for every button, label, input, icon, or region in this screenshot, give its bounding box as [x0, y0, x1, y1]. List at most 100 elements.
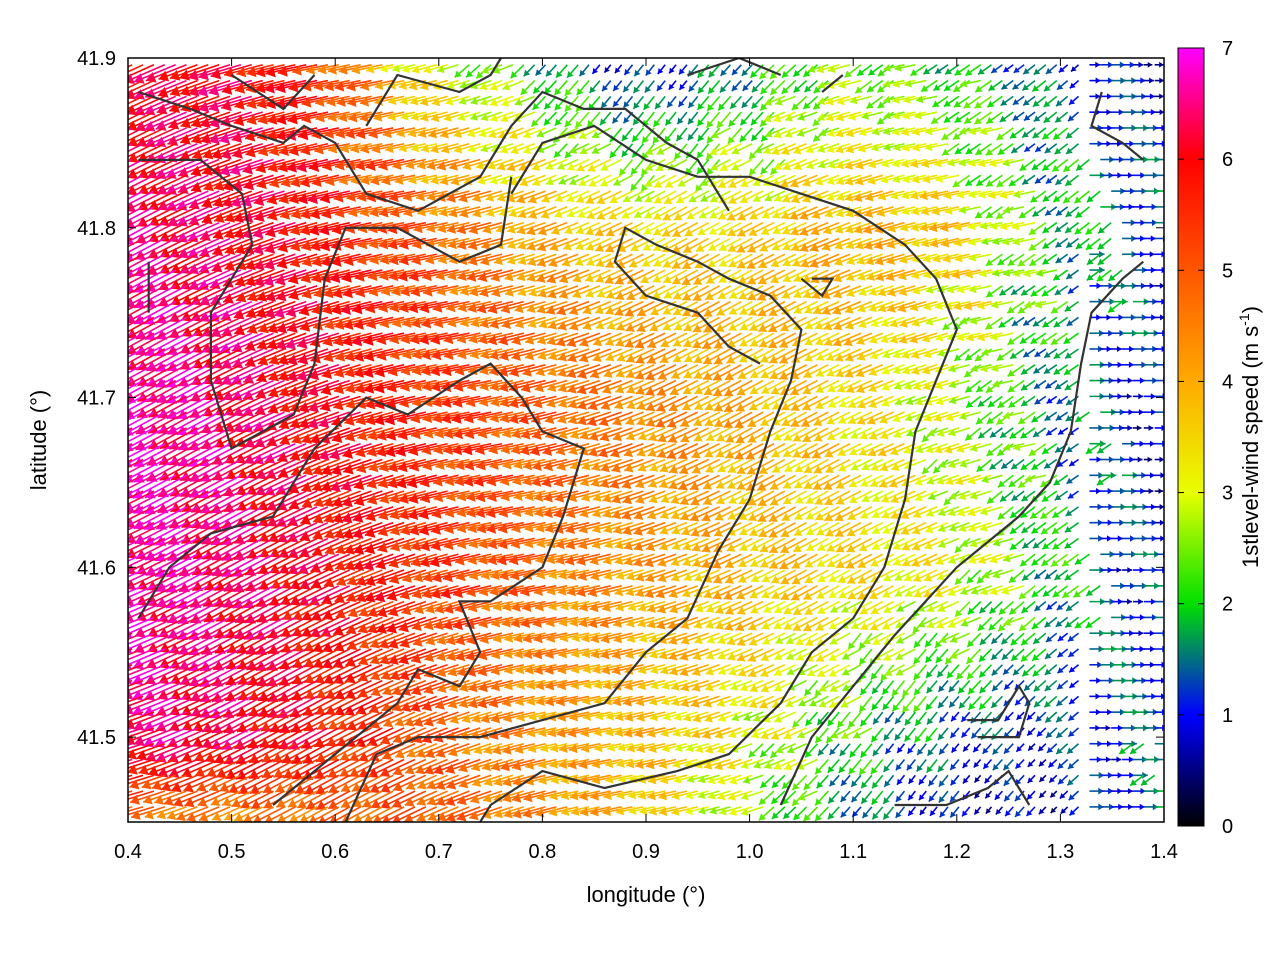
- wind-arrow: [1032, 664, 1047, 677]
- wind-arrow: [781, 64, 797, 79]
- wind-arrow: [849, 743, 862, 758]
- wind-arrow: [1143, 109, 1156, 116]
- wind-arrow: [731, 158, 753, 171]
- wind-arrow: [1111, 803, 1124, 811]
- wind-arrow: [1143, 488, 1154, 495]
- wind-arrow: [847, 711, 862, 729]
- wind-arrow: [1154, 616, 1164, 619]
- wind-arrow: [1021, 569, 1036, 582]
- wind-arrow: [771, 443, 797, 458]
- wind-arrow: [817, 95, 840, 105]
- wind-arrow: [1056, 395, 1069, 405]
- wind-arrow: [1154, 61, 1164, 68]
- wind-arrow: [840, 790, 851, 803]
- wind-arrow: [265, 95, 307, 110]
- wind-arrow: [895, 664, 916, 676]
- wind-arrow: [841, 664, 862, 676]
- wind-arrow: [792, 600, 818, 616]
- wind-arrow: [961, 727, 971, 738]
- wind-arrow: [817, 743, 829, 757]
- wind-arrow: [937, 695, 949, 709]
- wind-arrow: [881, 680, 895, 696]
- wind-arrow: [720, 64, 732, 77]
- wind-arrow: [1068, 679, 1080, 689]
- wind-arrow: [677, 95, 688, 108]
- wind-arrow: [190, 111, 231, 128]
- wind-arrow: [929, 806, 938, 817]
- wind-arrow: [128, 174, 133, 179]
- wind-arrow: [1065, 127, 1080, 140]
- wind-arrow: [794, 506, 818, 521]
- wind-arrows: [128, 61, 1164, 822]
- wind-arrow: [933, 79, 949, 92]
- wind-arrow: [883, 95, 905, 104]
- wind-arrow: [1014, 806, 1025, 818]
- wind-arrow: [979, 632, 993, 646]
- wind-arrow: [664, 111, 677, 126]
- wind-arrow: [388, 95, 416, 106]
- wind-arrow: [1154, 158, 1164, 161]
- wind-arrow: [1011, 316, 1025, 327]
- wind-arrow: [423, 64, 448, 74]
- wind-arrow: [925, 316, 949, 326]
- wind-arrow: [1015, 743, 1025, 753]
- wind-arrow: [657, 64, 666, 75]
- wind-arrow: [1122, 377, 1133, 384]
- wind-arrow: [696, 95, 710, 111]
- wind-arrow: [158, 64, 198, 82]
- wind-arrow: [827, 790, 840, 804]
- x-tick-label: 1.3: [1046, 841, 1074, 863]
- wind-arrow: [208, 95, 253, 113]
- wind-arrow: [916, 95, 938, 104]
- wind-arrow: [847, 632, 862, 650]
- wind-arrow: [990, 64, 1003, 74]
- wind-arrow: [1012, 664, 1025, 676]
- wind-arrow: [791, 711, 808, 729]
- wind-arrow: [854, 79, 873, 94]
- wind-arrow: [1032, 206, 1047, 218]
- wind-arrow: [977, 64, 992, 76]
- wind-arrow: [687, 127, 699, 141]
- wind-arrow: [845, 127, 873, 138]
- wind-arrow: [1027, 774, 1036, 784]
- wind-arrow: [1143, 408, 1157, 416]
- x-tick-label: 0.7: [425, 841, 453, 863]
- wind-arrow: [1132, 203, 1145, 210]
- wind-arrow: [1111, 345, 1122, 353]
- wind-arrow: [797, 111, 818, 121]
- wind-arrow: [982, 743, 993, 755]
- wind-arrow: [1122, 409, 1134, 416]
- wind-arrow: [1055, 727, 1069, 739]
- wind-arrow: [927, 490, 949, 501]
- wind-arrow: [1100, 93, 1113, 100]
- wind-arrow: [644, 174, 666, 188]
- wind-arrow: [1033, 569, 1047, 580]
- wind-arrow: [973, 111, 992, 125]
- wind-arrow: [1154, 519, 1164, 526]
- wind-arrow: [128, 506, 133, 510]
- wind-arrow: [797, 790, 818, 801]
- wind-arrow: [1012, 79, 1025, 90]
- wind-arrow: [895, 806, 906, 819]
- wind-arrow: [1143, 630, 1155, 637]
- wind-arrow: [985, 806, 993, 815]
- wind-arrow: [543, 111, 557, 126]
- wind-arrow: [1143, 93, 1155, 100]
- wind-arrow: [895, 759, 906, 771]
- wind-arrow: [457, 111, 481, 121]
- wind-arrow: [696, 111, 710, 127]
- wind-arrow: [653, 174, 677, 188]
- wind-arrow: [1111, 314, 1124, 321]
- wind-arrow: [480, 111, 503, 122]
- x-tick-label: 1.1: [839, 841, 867, 863]
- wind-arrow: [1026, 711, 1036, 721]
- wind-arrow: [1014, 758, 1025, 770]
- wind-arrow: [668, 80, 677, 91]
- wind-arrow: [1046, 600, 1058, 611]
- wind-arrow: [687, 95, 699, 109]
- wind-arrow: [782, 806, 797, 820]
- wind-arrow: [1014, 695, 1025, 706]
- wind-arrow: [860, 774, 873, 789]
- wind-arrow: [828, 743, 840, 756]
- wind-arrow: [870, 727, 884, 743]
